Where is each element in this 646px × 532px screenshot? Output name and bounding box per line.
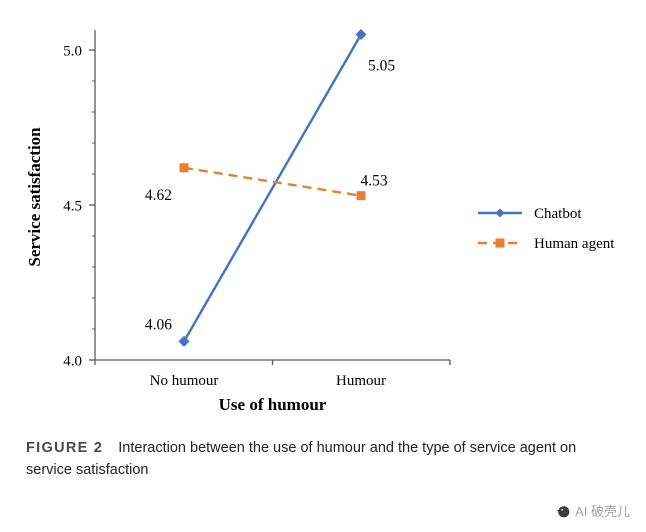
y-tick-label: 5.0 [63, 44, 82, 60]
legend-marker-diamond [495, 208, 505, 218]
x-category-label: Humour [336, 373, 386, 389]
data-label-human-agent: 4.53 [360, 173, 387, 190]
figure-caption-text: Interaction between the use of humour an… [26, 440, 577, 478]
series-line-chatbot [182, 33, 363, 342]
data-label-chatbot: 5.05 [368, 58, 395, 75]
interaction-line-chart: 4.0 4.5 5.0 No humour Humour 4.06 5.05 4.62 4.53… [25, 29, 615, 414]
legend-marker-square [495, 238, 505, 248]
series-line-human-agent [183, 166, 362, 197]
watermark-text: AI 破壳儿 [575, 504, 630, 519]
y-axis-title: Service satisfaction [25, 127, 44, 267]
marker-diamond-chatbot [178, 335, 190, 347]
marker-diamond-chatbot [355, 29, 367, 40]
figure-caption-label: FIGURE 2 [26, 440, 104, 456]
y-tick-label: 4.5 [63, 199, 82, 215]
figure-caption: FIGURE 2 Interaction between the use of h… [26, 438, 586, 482]
x-category-label: No humour [150, 373, 219, 389]
data-label-chatbot: 4.06 [145, 316, 172, 333]
data-label-human-agent: 4.62 [145, 187, 172, 204]
y-tick-label: 4.0 [63, 354, 82, 370]
watermark: AI 破壳儿 [555, 501, 630, 520]
legend-label-chatbot: Chatbot [534, 206, 582, 222]
chick-logo-icon [556, 505, 570, 517]
legend-label-human-agent: Human agent [534, 236, 615, 252]
marker-square-human-agent [356, 191, 366, 201]
x-axis-title: Use of humour [219, 395, 327, 414]
marker-square-human-agent [179, 163, 189, 173]
